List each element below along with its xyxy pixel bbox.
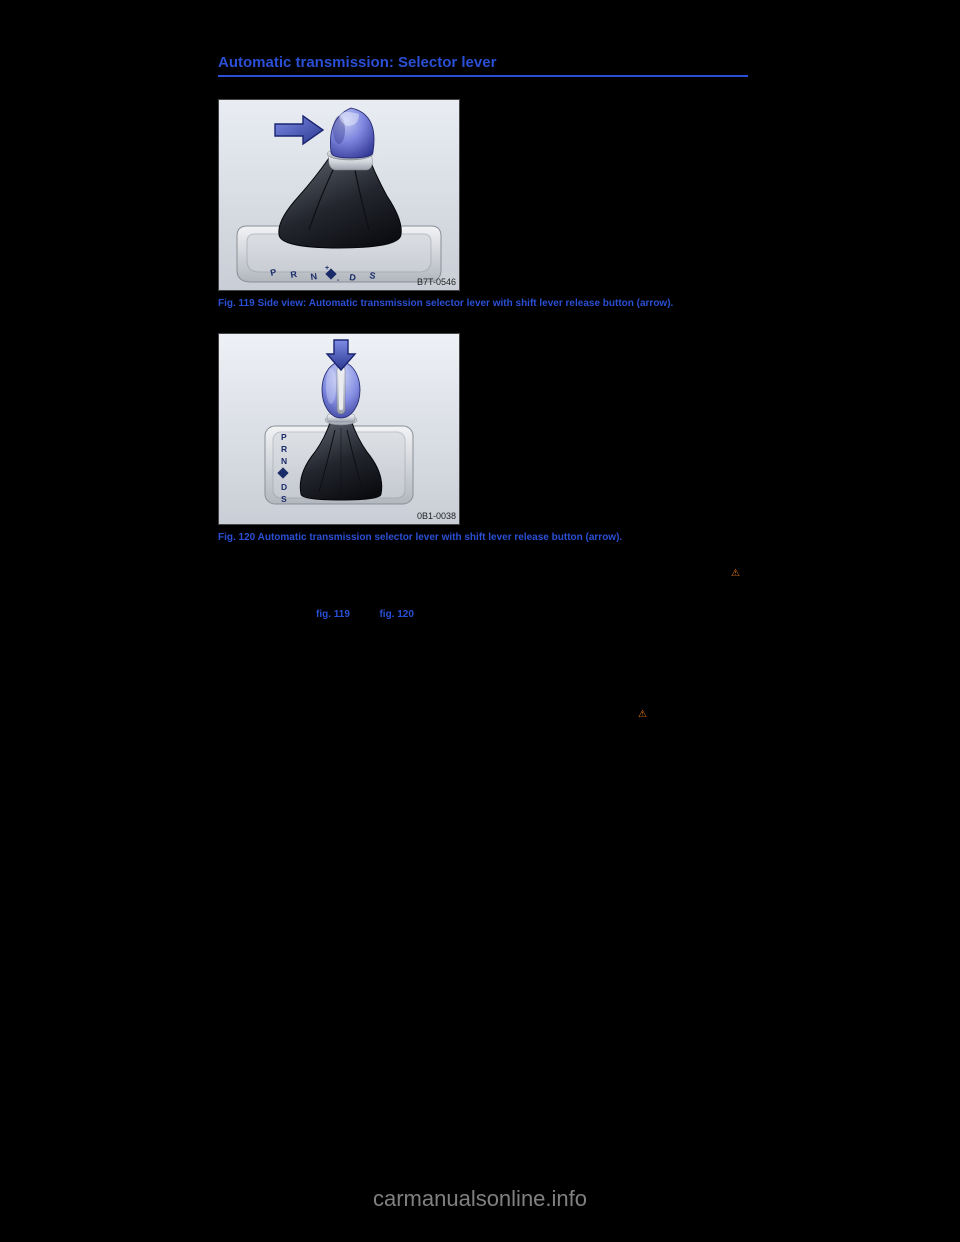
svg-text:P: P: [281, 432, 287, 442]
figure-119-block: P R N + - D S: [218, 99, 748, 311]
figure-119-tag: B7T-0546: [417, 277, 456, 287]
para-warn-line-2: ⚠: [218, 708, 748, 723]
svg-text:N: N: [310, 271, 318, 282]
warning-icon: ⚠: [638, 708, 647, 723]
figure-119-svg: P R N + - D S: [219, 100, 459, 290]
figure-120-caption: Fig. 120 Automatic transmission selector…: [218, 531, 748, 545]
para-warn-line-1: ⚠: [218, 567, 748, 582]
figure-120-svg: P R N D S: [219, 334, 459, 524]
figure-120-image: P R N D S: [218, 333, 460, 525]
svg-text:S: S: [281, 494, 287, 504]
figure-119-image: P R N + - D S: [218, 99, 460, 291]
svg-text:+: +: [325, 265, 329, 272]
figure-120-block: P R N D S: [218, 333, 748, 545]
figure-120-tag: 0B1-0038: [417, 511, 456, 521]
page-heading: Automatic transmission: Selector lever: [218, 54, 748, 77]
page: Automatic transmission: Selector lever: [0, 0, 960, 1242]
svg-text:R: R: [281, 444, 287, 454]
svg-text:D: D: [281, 482, 287, 492]
content-column: Automatic transmission: Selector lever: [218, 54, 748, 733]
warning-icon: ⚠: [731, 567, 740, 582]
ref-fig-120[interactable]: fig. 120: [379, 609, 413, 620]
body-text: ⚠ fig. 119 fig. 120 ⚠: [218, 567, 748, 723]
ref-fig-119[interactable]: fig. 119: [316, 609, 350, 620]
svg-text:N: N: [281, 456, 287, 466]
watermark: carmanualsonline.info: [0, 1186, 960, 1212]
figure-119-caption: Fig. 119 Side view: Automatic transmissi…: [218, 297, 748, 311]
para-refs: fig. 119 fig. 120: [218, 608, 748, 623]
